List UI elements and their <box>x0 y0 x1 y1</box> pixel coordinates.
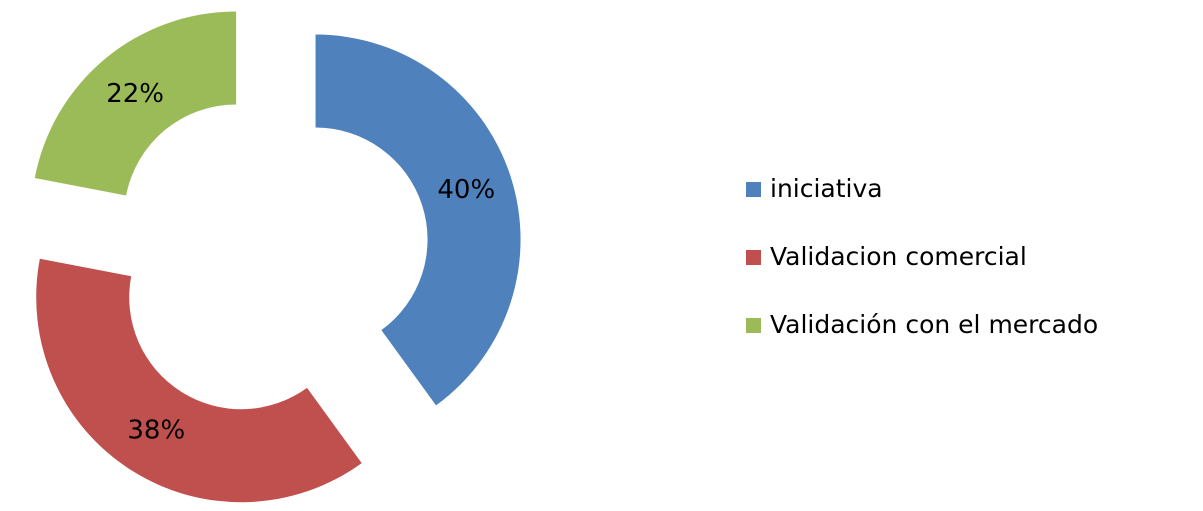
legend-label: iniciativa <box>770 174 883 203</box>
donut-segment <box>36 258 362 503</box>
data-label: 40% <box>437 175 495 205</box>
legend-label: Validacion comercial <box>770 242 1027 271</box>
legend-label: Validación con el mercado <box>770 310 1098 339</box>
data-label: 22% <box>106 79 164 109</box>
donut-segment <box>34 11 237 196</box>
legend-swatch <box>746 318 761 333</box>
legend-swatch <box>746 182 761 197</box>
donut-segment <box>315 34 521 406</box>
data-label: 38% <box>127 416 185 446</box>
legend-swatch <box>746 250 761 265</box>
